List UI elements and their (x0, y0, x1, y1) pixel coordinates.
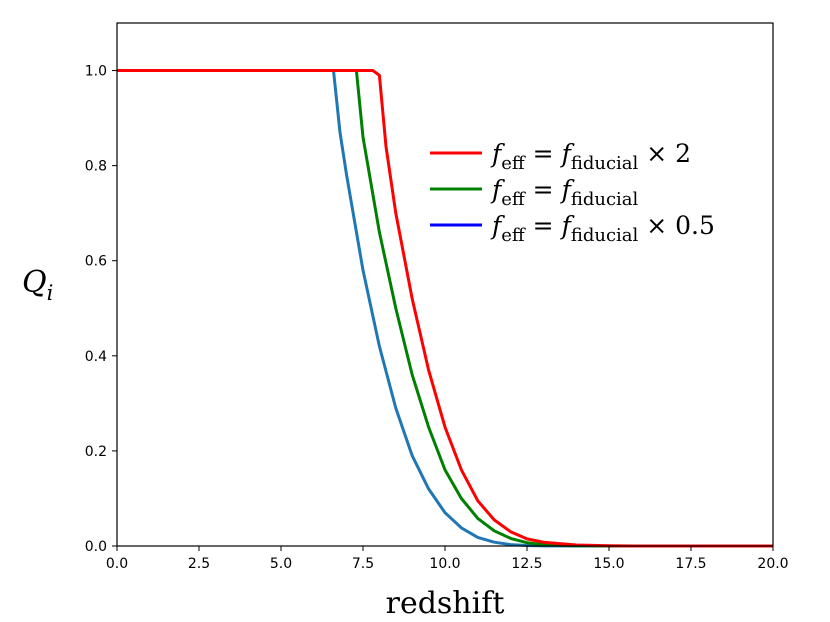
y-tick-label: 0.6 (85, 254, 107, 270)
x-tick-label: 7.5 (352, 556, 374, 572)
x-tick-label: 2.5 (188, 556, 210, 572)
x-tick-label: 17.5 (675, 556, 706, 572)
x-tick-label: 10.0 (429, 556, 460, 572)
x-axis-title: redshift (386, 586, 505, 621)
ticks-layer: 0.0 2.5 5.0 7.5 10.0 12.5 15.0 17.5 20.0 0.0 0.2 0.… (85, 64, 789, 572)
legend-label-2: feff = ffiducial × 0.5 (490, 211, 715, 246)
legend-label-1: feff = ffiducial (490, 175, 639, 210)
y-tick-label: 0.4 (85, 349, 107, 365)
y-axis-title-sub: i (47, 281, 54, 305)
y-tick-label: 0.8 (85, 159, 107, 175)
x-tick-label: 0.0 (106, 556, 128, 572)
y-axis-title: Qi (22, 265, 53, 305)
legend-label-0: feff = ffiducial × 2 (490, 139, 691, 174)
y-tick-label: 0.0 (85, 539, 107, 555)
x-tick-label: 20.0 (757, 556, 788, 572)
x-tick-label: 5.0 (270, 556, 292, 572)
x-tick-label: 12.5 (511, 556, 542, 572)
y-tick-label: 0.2 (85, 444, 107, 460)
y-axis-title-main: Q (22, 265, 47, 300)
y-tick-label: 1.0 (85, 64, 107, 80)
x-tick-label: 15.0 (593, 556, 624, 572)
